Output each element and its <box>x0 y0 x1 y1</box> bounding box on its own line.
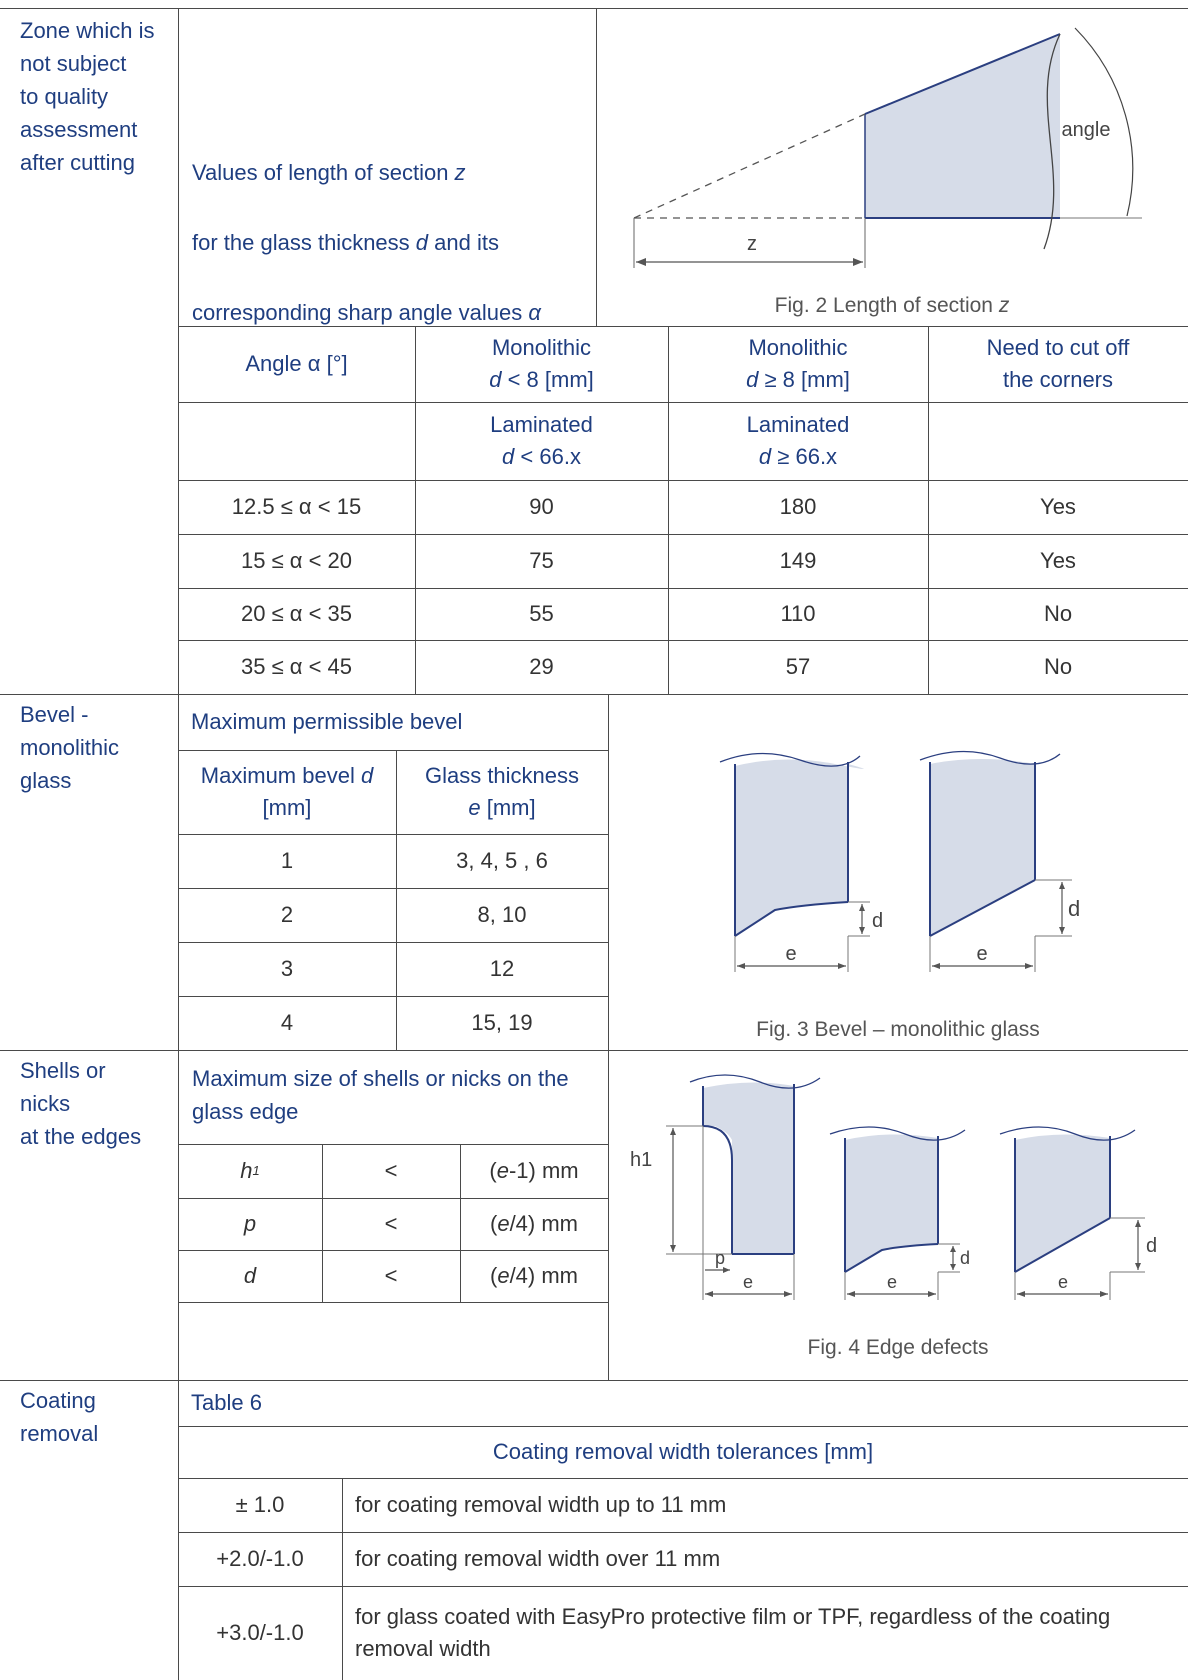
svg-text:e: e <box>743 1272 753 1292</box>
coating-label: Coating removal <box>20 1388 99 1446</box>
cell-ge: 57 <box>785 654 811 679</box>
cell-tolerance: +2.0/-1.0 <box>216 1546 304 1571</box>
coating-subheader: Coating removal width tolerances [mm] <box>492 1439 874 1464</box>
cell-ge: 110 <box>780 601 816 626</box>
cell-lt: 55 <box>529 601 554 626</box>
svg-text:h1: h1 <box>630 1149 652 1171</box>
svg-text:p: p <box>715 1248 725 1268</box>
cell-symbol: d <box>243 1263 257 1288</box>
bevel-table-title: Maximum permissible bevel <box>191 709 463 734</box>
bevel-figure: d e d e <box>719 750 1080 972</box>
cell-limit: (e/4) mm <box>489 1263 579 1288</box>
header-angle: Angle α [°] <box>245 351 348 376</box>
z-label: z <box>747 233 757 255</box>
cell-cut: Yes <box>1040 494 1076 519</box>
cell-operator: < <box>384 1263 398 1288</box>
cell-description: for glass coated with EasyPro protective… <box>355 1604 1111 1661</box>
cell-bevel: 4 <box>280 1010 294 1035</box>
header-monolithic-ge8: Monolithic d ≥ 8 [mm] <box>746 335 850 392</box>
edge-defects-figure: h1 p e d e d e <box>630 1074 1157 1300</box>
cell-tolerance: ± 1.0 <box>235 1492 285 1517</box>
coating-table-title: Table 6 <box>191 1390 262 1415</box>
cell-ge: 149 <box>779 548 817 573</box>
cell-lt: 90 <box>529 494 554 519</box>
cell-thickness: 8, 10 <box>477 902 527 927</box>
header-laminated-lt66: Laminated d < 66.x <box>490 412 593 469</box>
zone-label: Zone which is not subject to quality ass… <box>20 18 155 175</box>
cell-limit: (e -1) mm <box>489 1158 579 1183</box>
header-cut-corners: Need to cut off the corners <box>986 335 1130 392</box>
cell-tolerance: +3.0/-1.0 <box>216 1620 304 1645</box>
cell-bevel: 1 <box>280 848 294 873</box>
header-laminated-ge66: Laminated d ≥ 66.x <box>746 412 850 469</box>
svg-text:e: e <box>976 943 987 965</box>
bevel-col-thickness: Glass thickness e [mm] <box>424 763 580 820</box>
cell-thickness: 3, 4, 5 , 6 <box>456 848 548 873</box>
cell-angle: 12.5 ≤ α < 15 <box>231 494 362 519</box>
svg-text:d: d <box>1068 896 1080 921</box>
cell-operator: < <box>384 1158 398 1183</box>
cell-cut: Yes <box>1040 548 1076 573</box>
fig3-caption: Fig. 3 Bevel – monolithic glass <box>756 1018 1040 1041</box>
fig4-caption: Fig. 4 Edge defects <box>807 1336 989 1359</box>
cell-angle: 15 ≤ α < 20 <box>240 548 353 573</box>
zone-description: Values of length of section z for the gl… <box>192 160 541 325</box>
fig2-caption: Fig. 2 Length of section z <box>774 294 1010 317</box>
cell-angle: 20 ≤ α < 35 <box>240 601 353 626</box>
svg-text:d: d <box>872 910 883 932</box>
svg-text:e: e <box>1058 1272 1068 1292</box>
cell-limit: (e/4) mm <box>489 1211 579 1236</box>
shells-table-title: Maximum size of shells or nicks on the g… <box>192 1066 569 1124</box>
svg-text:d: d <box>960 1248 970 1268</box>
cell-description: for coating removal width over 11 mm <box>355 1546 721 1571</box>
cell-angle: 35 ≤ α < 45 <box>240 654 353 679</box>
cell-cut: No <box>1043 654 1073 679</box>
angle-label: angle <box>1062 119 1111 141</box>
bevel-col-max: Maximum bevel d [mm] <box>200 763 374 820</box>
cell-ge: 180 <box>779 494 817 519</box>
shells-label: Shells or nicks at the edges <box>20 1058 142 1149</box>
cell-operator: < <box>384 1211 398 1236</box>
svg-text:e: e <box>887 1272 897 1292</box>
cell-bevel: 2 <box>280 902 294 927</box>
header-monolithic-lt8: Monolithic d < 8 [mm] <box>489 335 594 392</box>
svg-text:e: e <box>785 943 796 965</box>
cell-thickness: 15, 19 <box>471 1010 533 1035</box>
cell-description: for coating removal width up to 11 mm <box>355 1492 727 1517</box>
bevel-label: Bevel - monolithic glass <box>20 702 120 793</box>
cell-lt: 29 <box>529 654 554 679</box>
cell-lt: 75 <box>529 548 554 573</box>
svg-text:d: d <box>1146 1235 1157 1257</box>
cell-bevel: 3 <box>280 956 294 981</box>
section-length-figure: angle z <box>633 27 1142 268</box>
cell-thickness: 12 <box>489 956 515 981</box>
cell-symbol: p <box>243 1211 257 1236</box>
cell-cut: No <box>1043 601 1073 626</box>
